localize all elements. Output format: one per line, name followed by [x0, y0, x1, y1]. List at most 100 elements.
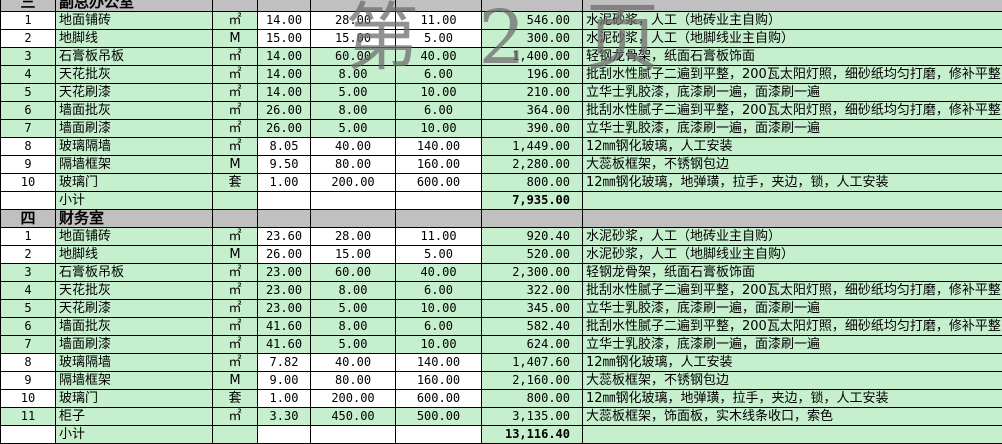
note-cell[interactable]: 12㎜钢化玻璃，人工安装	[583, 354, 1002, 372]
note-cell[interactable]: 水泥砂浆，人工（地脚线业主自购）	[583, 246, 1002, 264]
unit-cell[interactable]: ㎡	[213, 66, 258, 84]
item-name-cell[interactable]: 天花刷漆	[56, 84, 213, 102]
unit-cell[interactable]: ㎡	[213, 354, 258, 372]
price-1-cell[interactable]: 80.00	[311, 372, 396, 390]
item-name-cell[interactable]: 地面铺砖	[56, 12, 213, 30]
price-1-cell[interactable]: 450.00	[311, 408, 396, 426]
price-1-cell[interactable]: 8.00	[311, 282, 396, 300]
total-cell[interactable]: 390.00	[482, 120, 583, 138]
subtotal-label-cell[interactable]: 小计	[56, 426, 213, 444]
quantity-cell[interactable]: 26.00	[258, 102, 311, 120]
item-name-cell[interactable]: 石膏板吊板	[56, 48, 213, 66]
item-number-cell[interactable]: 8	[1, 138, 56, 156]
quantity-cell[interactable]: 23.00	[258, 264, 311, 282]
price-2-cell[interactable]: 600.00	[396, 174, 482, 192]
quantity-cell[interactable]: 41.60	[258, 336, 311, 354]
item-number-cell[interactable]: 5	[1, 300, 56, 318]
quantity-cell[interactable]: 26.00	[258, 246, 311, 264]
note-cell[interactable]: 水泥砂浆，人工（地砖业主自购）	[583, 228, 1002, 246]
note-cell[interactable]: 12㎜钢化玻璃，地弹璜，拉手，夹边，锁，人工安装	[583, 390, 1002, 408]
empty-cell[interactable]	[311, 192, 396, 210]
empty-cell[interactable]	[396, 192, 482, 210]
empty-cell[interactable]	[311, 0, 396, 12]
total-cell[interactable]: 546.00	[482, 12, 583, 30]
price-2-cell[interactable]: 10.00	[396, 336, 482, 354]
item-name-cell[interactable]: 地面铺砖	[56, 228, 213, 246]
item-name-cell[interactable]: 墙面刷漆	[56, 120, 213, 138]
subtotal-value-cell[interactable]: 7,935.00	[482, 192, 583, 210]
item-name-cell[interactable]: 玻璃门	[56, 390, 213, 408]
unit-cell[interactable]: 套	[213, 174, 258, 192]
unit-cell[interactable]: ㎡	[213, 102, 258, 120]
price-2-cell[interactable]: 6.00	[396, 318, 482, 336]
price-2-cell[interactable]: 600.00	[396, 390, 482, 408]
empty-cell[interactable]	[396, 0, 482, 12]
unit-cell[interactable]: 套	[213, 390, 258, 408]
empty-cell[interactable]	[311, 210, 396, 228]
price-1-cell[interactable]: 60.00	[311, 48, 396, 66]
item-number-cell[interactable]: 6	[1, 102, 56, 120]
empty-cell[interactable]	[482, 210, 583, 228]
price-1-cell[interactable]: 80.00	[311, 156, 396, 174]
note-cell[interactable]: 批刮水性腻子二遍到平整，200瓦太阳灯照，细砂纸均匀打磨，修补平整	[583, 102, 1002, 120]
item-name-cell[interactable]: 柜子	[56, 408, 213, 426]
unit-cell[interactable]: ㎡	[213, 336, 258, 354]
quantity-cell[interactable]: 41.60	[258, 318, 311, 336]
item-number-cell[interactable]: 10	[1, 174, 56, 192]
price-2-cell[interactable]: 160.00	[396, 372, 482, 390]
item-name-cell[interactable]: 地脚线	[56, 30, 213, 48]
note-cell[interactable]: 大蕊板框架，不锈钢包边	[583, 156, 1002, 174]
empty-cell[interactable]	[258, 0, 311, 12]
price-2-cell[interactable]: 10.00	[396, 84, 482, 102]
quantity-cell[interactable]: 14.00	[258, 48, 311, 66]
total-cell[interactable]: 800.00	[482, 390, 583, 408]
item-name-cell[interactable]: 玻璃隔墙	[56, 138, 213, 156]
total-cell[interactable]: 582.40	[482, 318, 583, 336]
item-number-cell[interactable]: 2	[1, 246, 56, 264]
item-number-cell[interactable]: 10	[1, 390, 56, 408]
section-number-cell[interactable]: 三	[1, 0, 56, 12]
price-2-cell[interactable]: 5.00	[396, 246, 482, 264]
item-number-cell[interactable]: 11	[1, 408, 56, 426]
item-number-cell[interactable]: 6	[1, 318, 56, 336]
price-2-cell[interactable]: 11.00	[396, 12, 482, 30]
price-2-cell[interactable]: 160.00	[396, 156, 482, 174]
total-cell[interactable]: 345.00	[482, 300, 583, 318]
total-cell[interactable]: 322.00	[482, 282, 583, 300]
total-cell[interactable]: 624.00	[482, 336, 583, 354]
unit-cell[interactable]: M	[213, 372, 258, 390]
price-2-cell[interactable]: 6.00	[396, 102, 482, 120]
unit-cell[interactable]: M	[213, 246, 258, 264]
section-number-cell[interactable]: 四	[1, 210, 56, 228]
item-number-cell[interactable]: 3	[1, 48, 56, 66]
empty-cell[interactable]	[213, 210, 258, 228]
quantity-cell[interactable]: 3.30	[258, 408, 311, 426]
total-cell[interactable]: 364.00	[482, 102, 583, 120]
item-number-cell[interactable]: 3	[1, 264, 56, 282]
price-2-cell[interactable]: 40.00	[396, 264, 482, 282]
total-cell[interactable]: 520.00	[482, 246, 583, 264]
empty-cell[interactable]	[258, 192, 311, 210]
unit-cell[interactable]: M	[213, 30, 258, 48]
price-1-cell[interactable]: 40.00	[311, 138, 396, 156]
item-number-cell[interactable]: 4	[1, 282, 56, 300]
price-1-cell[interactable]: 60.00	[311, 264, 396, 282]
total-cell[interactable]: 2,280.00	[482, 156, 583, 174]
total-cell[interactable]: 2,300.00	[482, 264, 583, 282]
empty-cell[interactable]	[1, 426, 56, 444]
quantity-cell[interactable]: 15.00	[258, 30, 311, 48]
item-number-cell[interactable]: 8	[1, 354, 56, 372]
price-2-cell[interactable]: 140.00	[396, 138, 482, 156]
price-1-cell[interactable]: 8.00	[311, 318, 396, 336]
price-2-cell[interactable]: 6.00	[396, 66, 482, 84]
total-cell[interactable]: 2,160.00	[482, 372, 583, 390]
unit-cell[interactable]: ㎡	[213, 12, 258, 30]
item-number-cell[interactable]: 7	[1, 120, 56, 138]
quantity-cell[interactable]: 1.00	[258, 390, 311, 408]
item-name-cell[interactable]: 隔墙框架	[56, 156, 213, 174]
note-cell[interactable]: 12㎜钢化玻璃，地弹璜，拉手，夹边，锁，人工安装	[583, 174, 1002, 192]
price-2-cell[interactable]: 500.00	[396, 408, 482, 426]
item-name-cell[interactable]: 天花批灰	[56, 282, 213, 300]
unit-cell[interactable]: ㎡	[213, 282, 258, 300]
section-title-cell[interactable]: 副总办公室	[56, 0, 213, 12]
